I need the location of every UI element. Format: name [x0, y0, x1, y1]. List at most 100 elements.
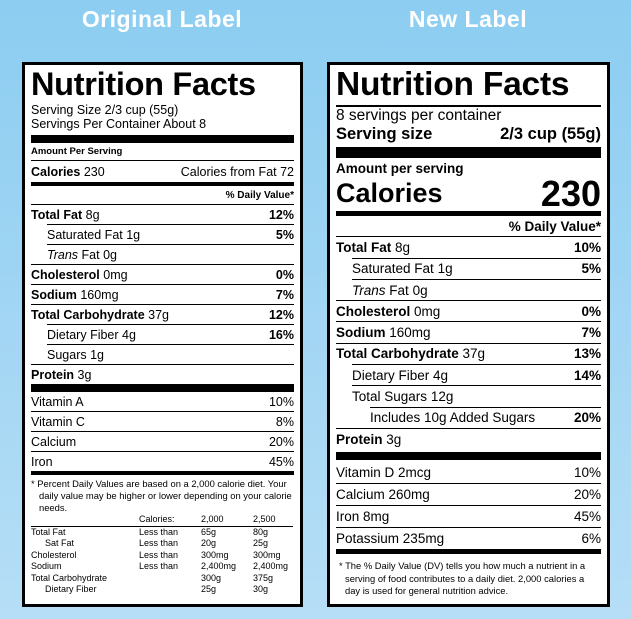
label-text: 12%: [268, 207, 294, 222]
label-text: 8g: [395, 239, 411, 255]
label-row: Vitamin A 10%: [31, 392, 294, 411]
label-part: Calories 230: [31, 165, 105, 179]
label-text: Calories from Fat 72: [180, 164, 294, 179]
label-text: 6%: [581, 531, 601, 547]
label-row: Sodium 160mg 7%: [31, 284, 294, 304]
rule: [336, 105, 601, 107]
label-text: Cholesterol: [336, 303, 411, 319]
label-text: Less than: [139, 561, 179, 571]
label-text: Calories:: [139, 514, 201, 527]
reference-table: Calories: 2,000 2,500 Total Fat Less than 65…: [31, 514, 294, 596]
label-text: 2,500: [253, 514, 293, 527]
label-row: Protein 3g: [31, 364, 294, 384]
label-text: 7%: [275, 287, 294, 302]
label-text: 5%: [581, 261, 601, 277]
label-text: 20%: [573, 487, 601, 503]
label-text: Fat: [81, 247, 100, 262]
label-row: Includes 10g Added Sugars 20%: [370, 406, 601, 428]
label-text: Total Sugars: [352, 389, 428, 405]
label-text: 0mg: [414, 303, 441, 319]
label-text: 300g: [201, 572, 222, 583]
label-text: 45%: [573, 509, 601, 525]
label-text: 0%: [275, 267, 294, 282]
label-text: Total Fat: [336, 239, 392, 255]
label-text: 13%: [573, 346, 601, 362]
label-text: 0%: [581, 303, 601, 319]
heading: Original Label: [81, 6, 243, 32]
label-text: Calcium: [336, 487, 385, 503]
label-text: 30g: [253, 584, 269, 594]
label-text: 1g: [437, 261, 453, 277]
label-text: 8mg: [363, 509, 390, 525]
label-text: 375g: [253, 572, 274, 583]
label-text: Saturated Fat: [47, 227, 123, 242]
label-part: Calcium 260mg: [336, 487, 430, 502]
label-text: 235mg: [402, 531, 445, 547]
label-row: Sodium 160mg 7%: [336, 321, 601, 342]
label-text: Potassium: [336, 531, 400, 547]
label-row: Saturated Fat 1g 5%: [47, 224, 294, 244]
label-part: Protein 3g: [336, 432, 401, 447]
label-row: Protein 3g: [336, 427, 601, 449]
label-row: Total Carbohydrate 37g 13%: [336, 342, 601, 364]
label-text: 1g: [90, 347, 104, 362]
label-text: Cholesterol: [31, 267, 100, 282]
label-part: Sodium 160mg: [336, 325, 431, 340]
label-text: 1g: [126, 227, 141, 242]
label-text: 230: [540, 173, 601, 214]
label-text: 8%: [275, 414, 294, 429]
serving-text: Serving Size 2/3 cup (55g): [31, 103, 179, 117]
label-part: Total Carbohydrate 37g: [336, 346, 485, 361]
label-text: Dietary Fiber: [352, 367, 430, 383]
label-text: 25g: [253, 538, 269, 548]
label-text: Sat Fat: [45, 538, 75, 548]
heading: New Label: [408, 6, 528, 32]
serving-size: Serving size 2/3 cup (55g): [336, 125, 601, 143]
label-text: Sugars: [47, 347, 87, 362]
label-text: Total Carbohydrate: [31, 307, 145, 322]
label-text: 230: [83, 164, 105, 179]
label-text: 2,000: [201, 514, 253, 527]
label-text: Protein: [336, 431, 383, 447]
rule: [336, 549, 601, 555]
label-part: Total Fat 8g: [336, 240, 410, 255]
label-text: 10%: [573, 239, 601, 255]
label-text: 10%: [268, 394, 294, 409]
label-part: Protein 3g: [31, 368, 91, 382]
label-text: 37g: [462, 346, 486, 362]
label-text: Total Carbohydrate: [31, 572, 108, 583]
label-text: 12%: [268, 307, 294, 322]
label-part: Total Carbohydrate 37g: [31, 308, 169, 322]
label-text: 80g: [253, 526, 269, 537]
label-part: Trans Fat 0g: [47, 248, 117, 262]
footnote: * Percent Daily Values are based on a 2,…: [31, 478, 292, 513]
label-text: Dietary Fiber: [47, 327, 119, 342]
label-row: Vitamin C 8%: [31, 411, 294, 431]
label-text: 10%: [573, 465, 601, 481]
label-text: Sodium: [31, 561, 62, 571]
label-row: % Daily Value*: [508, 218, 601, 234]
footnote: * The % Daily Value (DV) tells you how m…: [339, 560, 586, 597]
label-text: 2,400mg: [201, 561, 237, 571]
label-text: 3g: [77, 367, 92, 382]
label-row: Cholesterol 0mg 0%: [31, 264, 294, 284]
label-row: Cholesterol 0mg 0%: [336, 300, 601, 321]
label-row: % Daily Value*: [225, 189, 294, 201]
label-text: Less than: [139, 526, 179, 537]
label-part: Trans Fat 0g: [352, 283, 428, 298]
label-text: Vitamin D: [336, 465, 395, 481]
label-title: Nutrition Facts: [31, 66, 256, 102]
label-part: Sugars 1g: [47, 348, 104, 362]
label-row: Potassium 235mg 6%: [336, 527, 601, 549]
label-row: Trans Fat 0g: [47, 244, 294, 264]
label-row: Vitamin D 2mcg 10%: [336, 462, 601, 483]
amount-per-serving: Amount Per Serving: [31, 146, 123, 157]
label-text: 20%: [268, 434, 294, 449]
label-part: Potassium 235mg: [336, 531, 444, 546]
label-text: 3g: [386, 431, 402, 447]
label-text: Calories: [336, 178, 443, 208]
label-text: 260mg: [388, 487, 430, 503]
label-text: 0g: [103, 247, 117, 262]
rule: [336, 211, 601, 216]
